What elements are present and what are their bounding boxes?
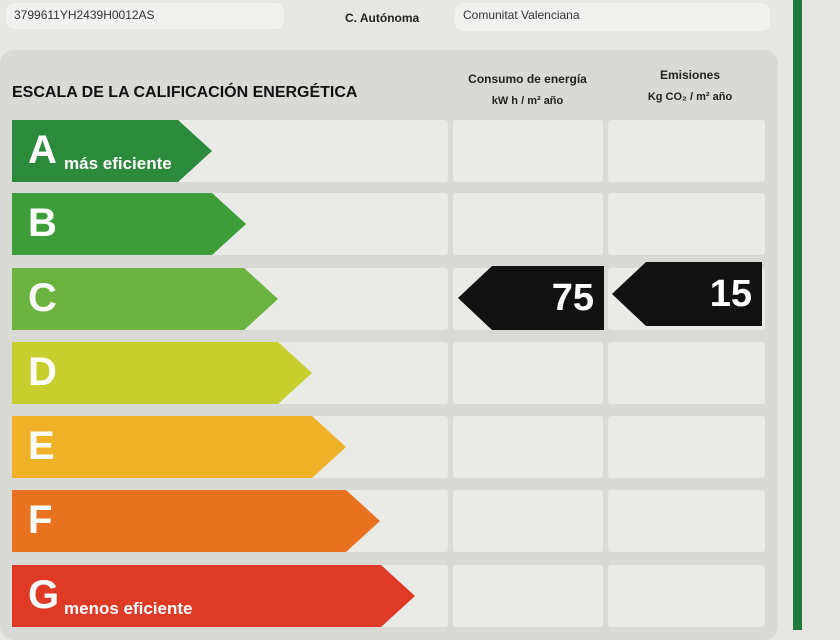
region-field: Comunitat Valenciana	[455, 3, 770, 31]
class-arrow-f: F	[12, 490, 380, 552]
emissions-unit: Kg CO₂ / m² año	[647, 91, 733, 103]
consumption-cell	[453, 120, 603, 182]
emissions-cell	[608, 342, 765, 404]
emissions-value-arrow: 15	[612, 262, 762, 326]
consumption-cell	[453, 565, 603, 627]
scale-title: ESCALA DE LA CALIFICACIÓN ENERGÉTICA	[12, 84, 358, 101]
class-letter: A	[28, 128, 57, 172]
class-letter: F	[28, 498, 53, 542]
consumption-header: Consumo de energía kW h / m² año	[440, 68, 615, 112]
consumption-title: Consumo de energía	[468, 72, 587, 86]
emissions-cell	[608, 565, 765, 627]
consumption-cell	[453, 342, 603, 404]
class-arrow-b: B	[12, 193, 246, 255]
consumption-cell	[453, 490, 603, 552]
class-letter: E	[28, 424, 55, 468]
class-label: más eficiente	[64, 154, 172, 173]
class-letter: B	[28, 201, 57, 245]
class-arrow-g: G menos eficiente	[12, 565, 415, 627]
emissions-header: Emisiones Kg CO₂ / m² año	[600, 64, 780, 108]
emissions-cell	[608, 120, 765, 182]
class-letter: D	[28, 350, 57, 394]
emissions-cell	[608, 193, 765, 255]
class-letter: G	[28, 573, 60, 617]
consumption-unit: kW h / m² año	[491, 95, 564, 107]
region-label: C. Autónoma	[345, 11, 420, 25]
consumption-value-arrow: 75	[458, 266, 604, 330]
consumption-cell	[453, 416, 603, 478]
reference-field: 3799611YH2439H0012AS	[6, 3, 284, 29]
emissions-cell	[608, 490, 765, 552]
class-arrow-a: A más eficiente	[12, 120, 212, 182]
emissions-cell	[608, 416, 765, 478]
class-letter: C	[28, 276, 57, 320]
class-arrow-c: C	[12, 268, 278, 330]
class-arrow-e: E	[12, 416, 346, 478]
class-arrow-d: D	[12, 342, 312, 404]
emissions-title: Emisiones	[659, 68, 721, 82]
class-label: menos eficiente	[64, 599, 193, 618]
consumption-cell	[453, 193, 603, 255]
green-border	[793, 0, 802, 630]
